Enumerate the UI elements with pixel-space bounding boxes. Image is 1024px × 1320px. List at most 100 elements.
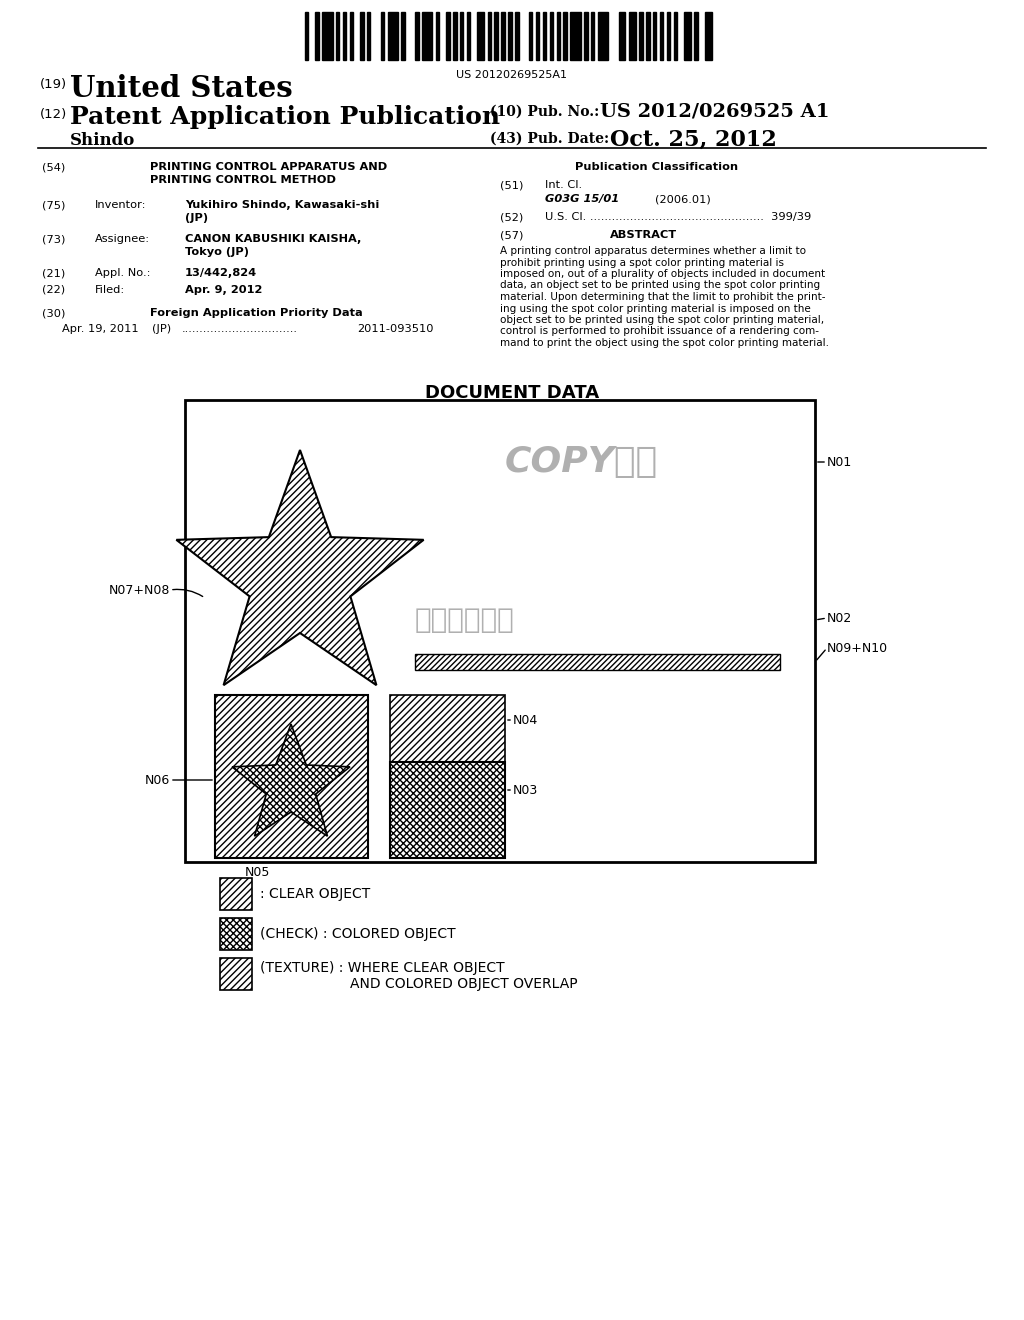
Text: N01: N01 (827, 455, 852, 469)
Text: US 20120269525A1: US 20120269525A1 (457, 70, 567, 81)
Text: Apr. 9, 2012: Apr. 9, 2012 (185, 285, 262, 294)
Bar (529, 12, 532, 59)
Text: (30): (30) (42, 308, 66, 318)
Text: mand to print the object using the spot color printing material.: mand to print the object using the spot … (500, 338, 829, 348)
Bar (591, 12, 594, 59)
Text: prohibit printing using a spot color printing material is: prohibit printing using a spot color pri… (500, 257, 784, 268)
Text: (43) Pub. Date:: (43) Pub. Date: (490, 132, 609, 147)
Bar (416, 12, 419, 59)
Bar (390, 762, 505, 858)
Bar (598, 12, 608, 59)
Bar (584, 12, 588, 59)
Text: 13/442,824: 13/442,824 (185, 268, 257, 279)
Bar (436, 12, 439, 59)
Text: (21): (21) (42, 268, 66, 279)
Text: object set to be printed using the spot color printing material,: object set to be printed using the spot … (500, 315, 824, 325)
Text: N07+N08: N07+N08 (109, 583, 170, 597)
Bar (556, 12, 560, 59)
Text: Foreign Application Priority Data: Foreign Application Priority Data (150, 308, 362, 318)
Bar (563, 12, 567, 59)
Text: N06: N06 (144, 774, 170, 787)
Bar (667, 12, 671, 59)
Text: U.S. Cl. ................................................  399/39: U.S. Cl. ...............................… (545, 213, 811, 222)
Text: (10) Pub. No.:: (10) Pub. No.: (490, 106, 599, 119)
Bar (323, 12, 333, 59)
Text: US 2012/0269525 A1: US 2012/0269525 A1 (600, 102, 829, 120)
Text: (54): (54) (42, 162, 66, 172)
Text: Oct. 25, 2012: Oct. 25, 2012 (610, 129, 777, 150)
Text: (CHECK) : COLORED OBJECT: (CHECK) : COLORED OBJECT (260, 927, 456, 941)
Text: (22): (22) (42, 285, 66, 294)
Bar (401, 12, 404, 59)
Text: Appl. No.:: Appl. No.: (95, 268, 151, 279)
Bar (502, 12, 505, 59)
Text: control is performed to prohibit issuance of a rendering com-: control is performed to prohibit issuanc… (500, 326, 819, 337)
Bar (629, 12, 636, 59)
Bar (618, 12, 626, 59)
Text: imposed on, out of a plurality of objects included in document: imposed on, out of a plurality of object… (500, 269, 825, 279)
Text: (12): (12) (40, 108, 68, 121)
Bar (422, 12, 432, 59)
Bar (305, 12, 308, 59)
Text: Apr. 19, 2011: Apr. 19, 2011 (62, 323, 138, 334)
Bar (550, 12, 553, 59)
Bar (367, 12, 371, 59)
Text: Yukihiro Shindo, Kawasaki-shi: Yukihiro Shindo, Kawasaki-shi (185, 201, 379, 210)
Text: PRINTING CONTROL METHOD: PRINTING CONTROL METHOD (150, 176, 336, 185)
Text: ABSTRACT: ABSTRACT (610, 230, 677, 240)
Text: Inventor:: Inventor: (95, 201, 146, 210)
Bar (315, 12, 318, 59)
Bar (477, 12, 484, 59)
Bar (508, 12, 512, 59)
Bar (360, 12, 364, 59)
Bar (536, 12, 540, 59)
Bar (460, 12, 464, 59)
Bar (674, 12, 677, 59)
Text: 文字デザイン: 文字デザイン (415, 606, 515, 634)
Bar (390, 696, 505, 762)
Bar (446, 12, 450, 59)
Text: ing using the spot color printing material is imposed on the: ing using the spot color printing materi… (500, 304, 811, 314)
Text: (JP): (JP) (185, 213, 208, 223)
Bar (684, 12, 691, 59)
Polygon shape (232, 723, 350, 836)
Text: N02: N02 (827, 611, 852, 624)
Bar (388, 12, 398, 59)
Text: Patent Application Publication: Patent Application Publication (70, 106, 500, 129)
Text: (57): (57) (500, 230, 523, 240)
Bar (343, 12, 346, 59)
Bar (220, 917, 252, 950)
Text: N09+N10: N09+N10 (827, 642, 888, 655)
Text: material. Upon determining that the limit to prohibit the print-: material. Upon determining that the limi… (500, 292, 825, 302)
Text: (52): (52) (500, 213, 523, 222)
Bar (653, 12, 656, 59)
Bar (185, 400, 815, 862)
Bar (336, 12, 339, 59)
Text: CANON KABUSHIKI KAISHA,: CANON KABUSHIKI KAISHA, (185, 234, 361, 244)
Bar (350, 12, 353, 59)
Text: Tokyo (JP): Tokyo (JP) (185, 247, 249, 257)
Text: ................................: ................................ (182, 323, 298, 334)
Bar (659, 12, 664, 59)
Text: (51): (51) (500, 180, 523, 190)
Text: 2011-093510: 2011-093510 (357, 323, 433, 334)
Bar (215, 696, 368, 858)
Text: Int. Cl.: Int. Cl. (545, 180, 582, 190)
Text: Assignee:: Assignee: (95, 234, 151, 244)
Text: N03: N03 (513, 784, 539, 796)
Bar (570, 12, 581, 59)
Bar (220, 958, 252, 990)
Text: AND COLORED OBJECT OVERLAP: AND COLORED OBJECT OVERLAP (350, 977, 578, 991)
Bar (543, 12, 546, 59)
Text: United States: United States (70, 74, 293, 103)
Text: PRINTING CONTROL APPARATUS AND: PRINTING CONTROL APPARATUS AND (150, 162, 387, 172)
Bar (694, 12, 697, 59)
Text: Publication Classification: Publication Classification (575, 162, 738, 172)
Bar (467, 12, 470, 59)
Text: data, an object set to be printed using the spot color printing: data, an object set to be printed using … (500, 281, 820, 290)
Text: (75): (75) (42, 201, 66, 210)
Bar (454, 12, 457, 59)
Bar (639, 12, 643, 59)
Bar (705, 12, 712, 59)
Bar (515, 12, 518, 59)
